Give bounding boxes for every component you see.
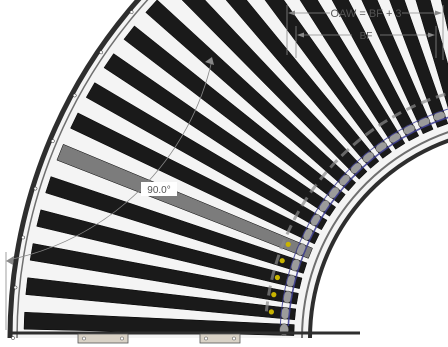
frame-bolt xyxy=(129,10,134,14)
roller xyxy=(45,176,308,274)
bf-arrow-right xyxy=(428,32,435,38)
roller xyxy=(103,53,337,217)
oaw-arrow-right xyxy=(435,10,442,16)
bracket-hole xyxy=(120,336,124,341)
roller xyxy=(389,0,448,128)
roller xyxy=(36,209,303,290)
frame-bolt xyxy=(50,139,55,143)
drive-belt xyxy=(279,108,448,326)
roller xyxy=(361,0,434,135)
roller xyxy=(415,0,448,109)
roller xyxy=(70,112,320,245)
angle-arrow-bottom xyxy=(6,256,14,265)
roller xyxy=(181,0,368,180)
frame-bolt xyxy=(72,93,77,98)
bf-label: BF xyxy=(360,31,373,42)
oaw-dimension: OAW = BF + 3 xyxy=(286,5,444,60)
drive-accent xyxy=(274,274,280,281)
bf-arrow-left xyxy=(297,32,304,38)
roller xyxy=(299,0,406,150)
frame-bolt xyxy=(11,336,15,340)
drive-accent xyxy=(285,241,291,247)
bracket-hole xyxy=(232,336,236,341)
frame-bolt xyxy=(13,285,18,290)
angle-label-background xyxy=(141,182,177,196)
bracket-hole xyxy=(204,336,208,341)
roller xyxy=(29,243,299,305)
inner-frame-rail xyxy=(308,138,448,339)
frame-bolt xyxy=(21,235,25,240)
outer-frame-rail-edge xyxy=(16,0,149,339)
mounting-bracket xyxy=(199,333,241,344)
drive-accent xyxy=(279,258,285,264)
angle-arc xyxy=(7,59,213,261)
inner-frame-rail-edge xyxy=(301,131,448,339)
mounting-bracket xyxy=(77,333,129,344)
drive-belt xyxy=(287,116,448,326)
roller xyxy=(85,82,328,231)
roller xyxy=(123,25,346,204)
angle-arrow-top xyxy=(205,57,214,65)
bracket-hole xyxy=(82,336,86,341)
roller xyxy=(145,0,357,192)
drive-accent xyxy=(268,309,274,315)
oaw-arrow-left xyxy=(288,10,295,16)
oaw-label: OAW = BF + 3 xyxy=(330,8,401,20)
drive-accent xyxy=(271,292,277,298)
frame-bolt xyxy=(33,186,38,191)
roller xyxy=(25,277,297,321)
bf-dimension: BF xyxy=(295,26,437,58)
angle-dimension: 90.0° xyxy=(5,57,214,330)
roller xyxy=(225,0,380,169)
frame-bolt xyxy=(99,50,103,55)
outer-frame-rail xyxy=(7,0,142,339)
conveyor-assembly xyxy=(7,0,448,344)
roller xyxy=(331,0,420,142)
angle-label: 90.0° xyxy=(147,185,170,196)
roller xyxy=(56,143,313,259)
